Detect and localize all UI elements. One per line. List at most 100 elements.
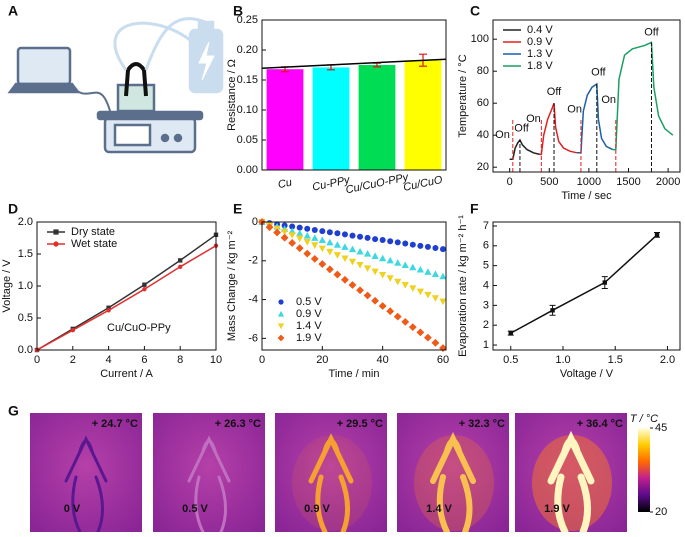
sample-heat bbox=[308, 433, 354, 535]
point bbox=[142, 282, 147, 287]
series-line bbox=[36, 245, 217, 351]
beaker bbox=[116, 83, 156, 113]
point bbox=[106, 305, 111, 310]
colorbar bbox=[638, 428, 650, 512]
x-tick-label: Cu/CuO-PPy bbox=[345, 171, 411, 196]
sample-heat bbox=[430, 432, 476, 535]
point bbox=[408, 323, 417, 332]
y-tick-label: -6 bbox=[248, 332, 258, 344]
legend-label: 1.3 V bbox=[527, 48, 553, 60]
annotation: On bbox=[526, 113, 541, 125]
panel-label: F bbox=[470, 201, 479, 217]
temperature-label: + 24.7 °C bbox=[92, 418, 138, 430]
colorbar-label: T / °C bbox=[630, 413, 658, 425]
point bbox=[356, 262, 364, 269]
point bbox=[178, 264, 183, 269]
legend-label: 0.9 V bbox=[527, 36, 553, 48]
x-tick-label: 4 bbox=[106, 354, 112, 366]
y-tick-label: -2 bbox=[248, 255, 258, 267]
scale-button bbox=[173, 133, 183, 143]
sample-leg bbox=[315, 474, 350, 535]
point bbox=[363, 265, 372, 272]
x-tick-label: 0 bbox=[259, 354, 265, 366]
x-tick-label: 1000 bbox=[577, 176, 601, 188]
bar bbox=[266, 69, 304, 170]
voltage-label: 1.4 V bbox=[426, 503, 452, 515]
y-tick-label: 20 bbox=[477, 161, 489, 173]
scale-display bbox=[113, 123, 152, 147]
point bbox=[654, 232, 660, 238]
heat-glow bbox=[292, 435, 372, 531]
voltage-label: 1.9 V bbox=[544, 503, 570, 515]
point bbox=[602, 280, 607, 285]
point bbox=[357, 233, 364, 240]
y-tick-label: 2 bbox=[483, 319, 489, 331]
point bbox=[265, 223, 274, 232]
point bbox=[303, 238, 311, 246]
fit-line bbox=[261, 58, 447, 69]
y-tick-label: -4 bbox=[248, 293, 258, 305]
panel-label: D bbox=[8, 201, 18, 217]
legend-marker bbox=[278, 299, 284, 305]
legend-label: 0.9 V bbox=[296, 308, 322, 320]
annotation: Off bbox=[591, 67, 606, 79]
point bbox=[416, 288, 424, 296]
x-tick-label: 0 bbox=[507, 176, 513, 188]
point bbox=[318, 245, 326, 253]
sample-heat bbox=[64, 435, 108, 534]
point bbox=[417, 242, 424, 249]
sample-leg bbox=[71, 475, 104, 534]
point bbox=[296, 229, 304, 237]
colorbar-tick-label: 45 bbox=[655, 422, 667, 434]
point bbox=[439, 298, 447, 306]
wire bbox=[69, 83, 113, 119]
point bbox=[295, 244, 304, 253]
thermal-image bbox=[30, 413, 142, 532]
series-line bbox=[36, 234, 217, 351]
point bbox=[363, 250, 372, 257]
x-tick-label: 500 bbox=[540, 176, 558, 188]
x-axis-label: Time / min bbox=[329, 368, 380, 380]
x-tick-label: Cu/CuO bbox=[402, 174, 444, 194]
panel-label: E bbox=[233, 201, 242, 217]
legend-label: 1.4 V bbox=[296, 320, 322, 332]
point bbox=[319, 228, 326, 235]
heat-glow bbox=[414, 435, 494, 531]
temperature-label: + 36.4 °C bbox=[577, 418, 623, 430]
point bbox=[401, 261, 409, 269]
y-tick-label: 0.00 bbox=[237, 164, 258, 176]
x-tick-label: 2000 bbox=[656, 176, 680, 188]
x-axis-label: Current / A bbox=[100, 368, 153, 380]
point bbox=[311, 242, 319, 249]
y-tick-label: 6 bbox=[483, 240, 489, 252]
series-line bbox=[576, 82, 613, 154]
point bbox=[431, 295, 440, 302]
point bbox=[394, 239, 401, 246]
annotation: On bbox=[601, 94, 616, 106]
point bbox=[550, 308, 555, 313]
y-tick-label: 60 bbox=[477, 97, 489, 109]
x-tick-label: 0 bbox=[34, 354, 40, 366]
y-tick-label: 0.20 bbox=[237, 44, 258, 56]
point bbox=[401, 282, 409, 289]
sample-heat bbox=[547, 430, 595, 536]
y-tick-label: 2.0 bbox=[18, 216, 33, 228]
point bbox=[288, 239, 297, 247]
x-tick-label: 0.5 bbox=[503, 354, 518, 366]
x-tick-label: 2 bbox=[70, 354, 76, 366]
y-tick-label: 1.5 bbox=[18, 248, 33, 260]
point bbox=[311, 234, 319, 241]
point bbox=[326, 238, 334, 246]
thermal-image bbox=[153, 413, 265, 532]
point bbox=[424, 333, 432, 342]
point bbox=[333, 252, 342, 259]
x-tick-label: Cu bbox=[277, 177, 293, 192]
series-line bbox=[509, 138, 540, 160]
point bbox=[371, 296, 380, 305]
point bbox=[371, 268, 379, 276]
point bbox=[431, 270, 440, 277]
y-tick-label: 40 bbox=[477, 129, 489, 141]
point bbox=[325, 265, 334, 274]
colorbar-tick-label: 20 bbox=[655, 506, 667, 518]
point bbox=[318, 236, 326, 244]
